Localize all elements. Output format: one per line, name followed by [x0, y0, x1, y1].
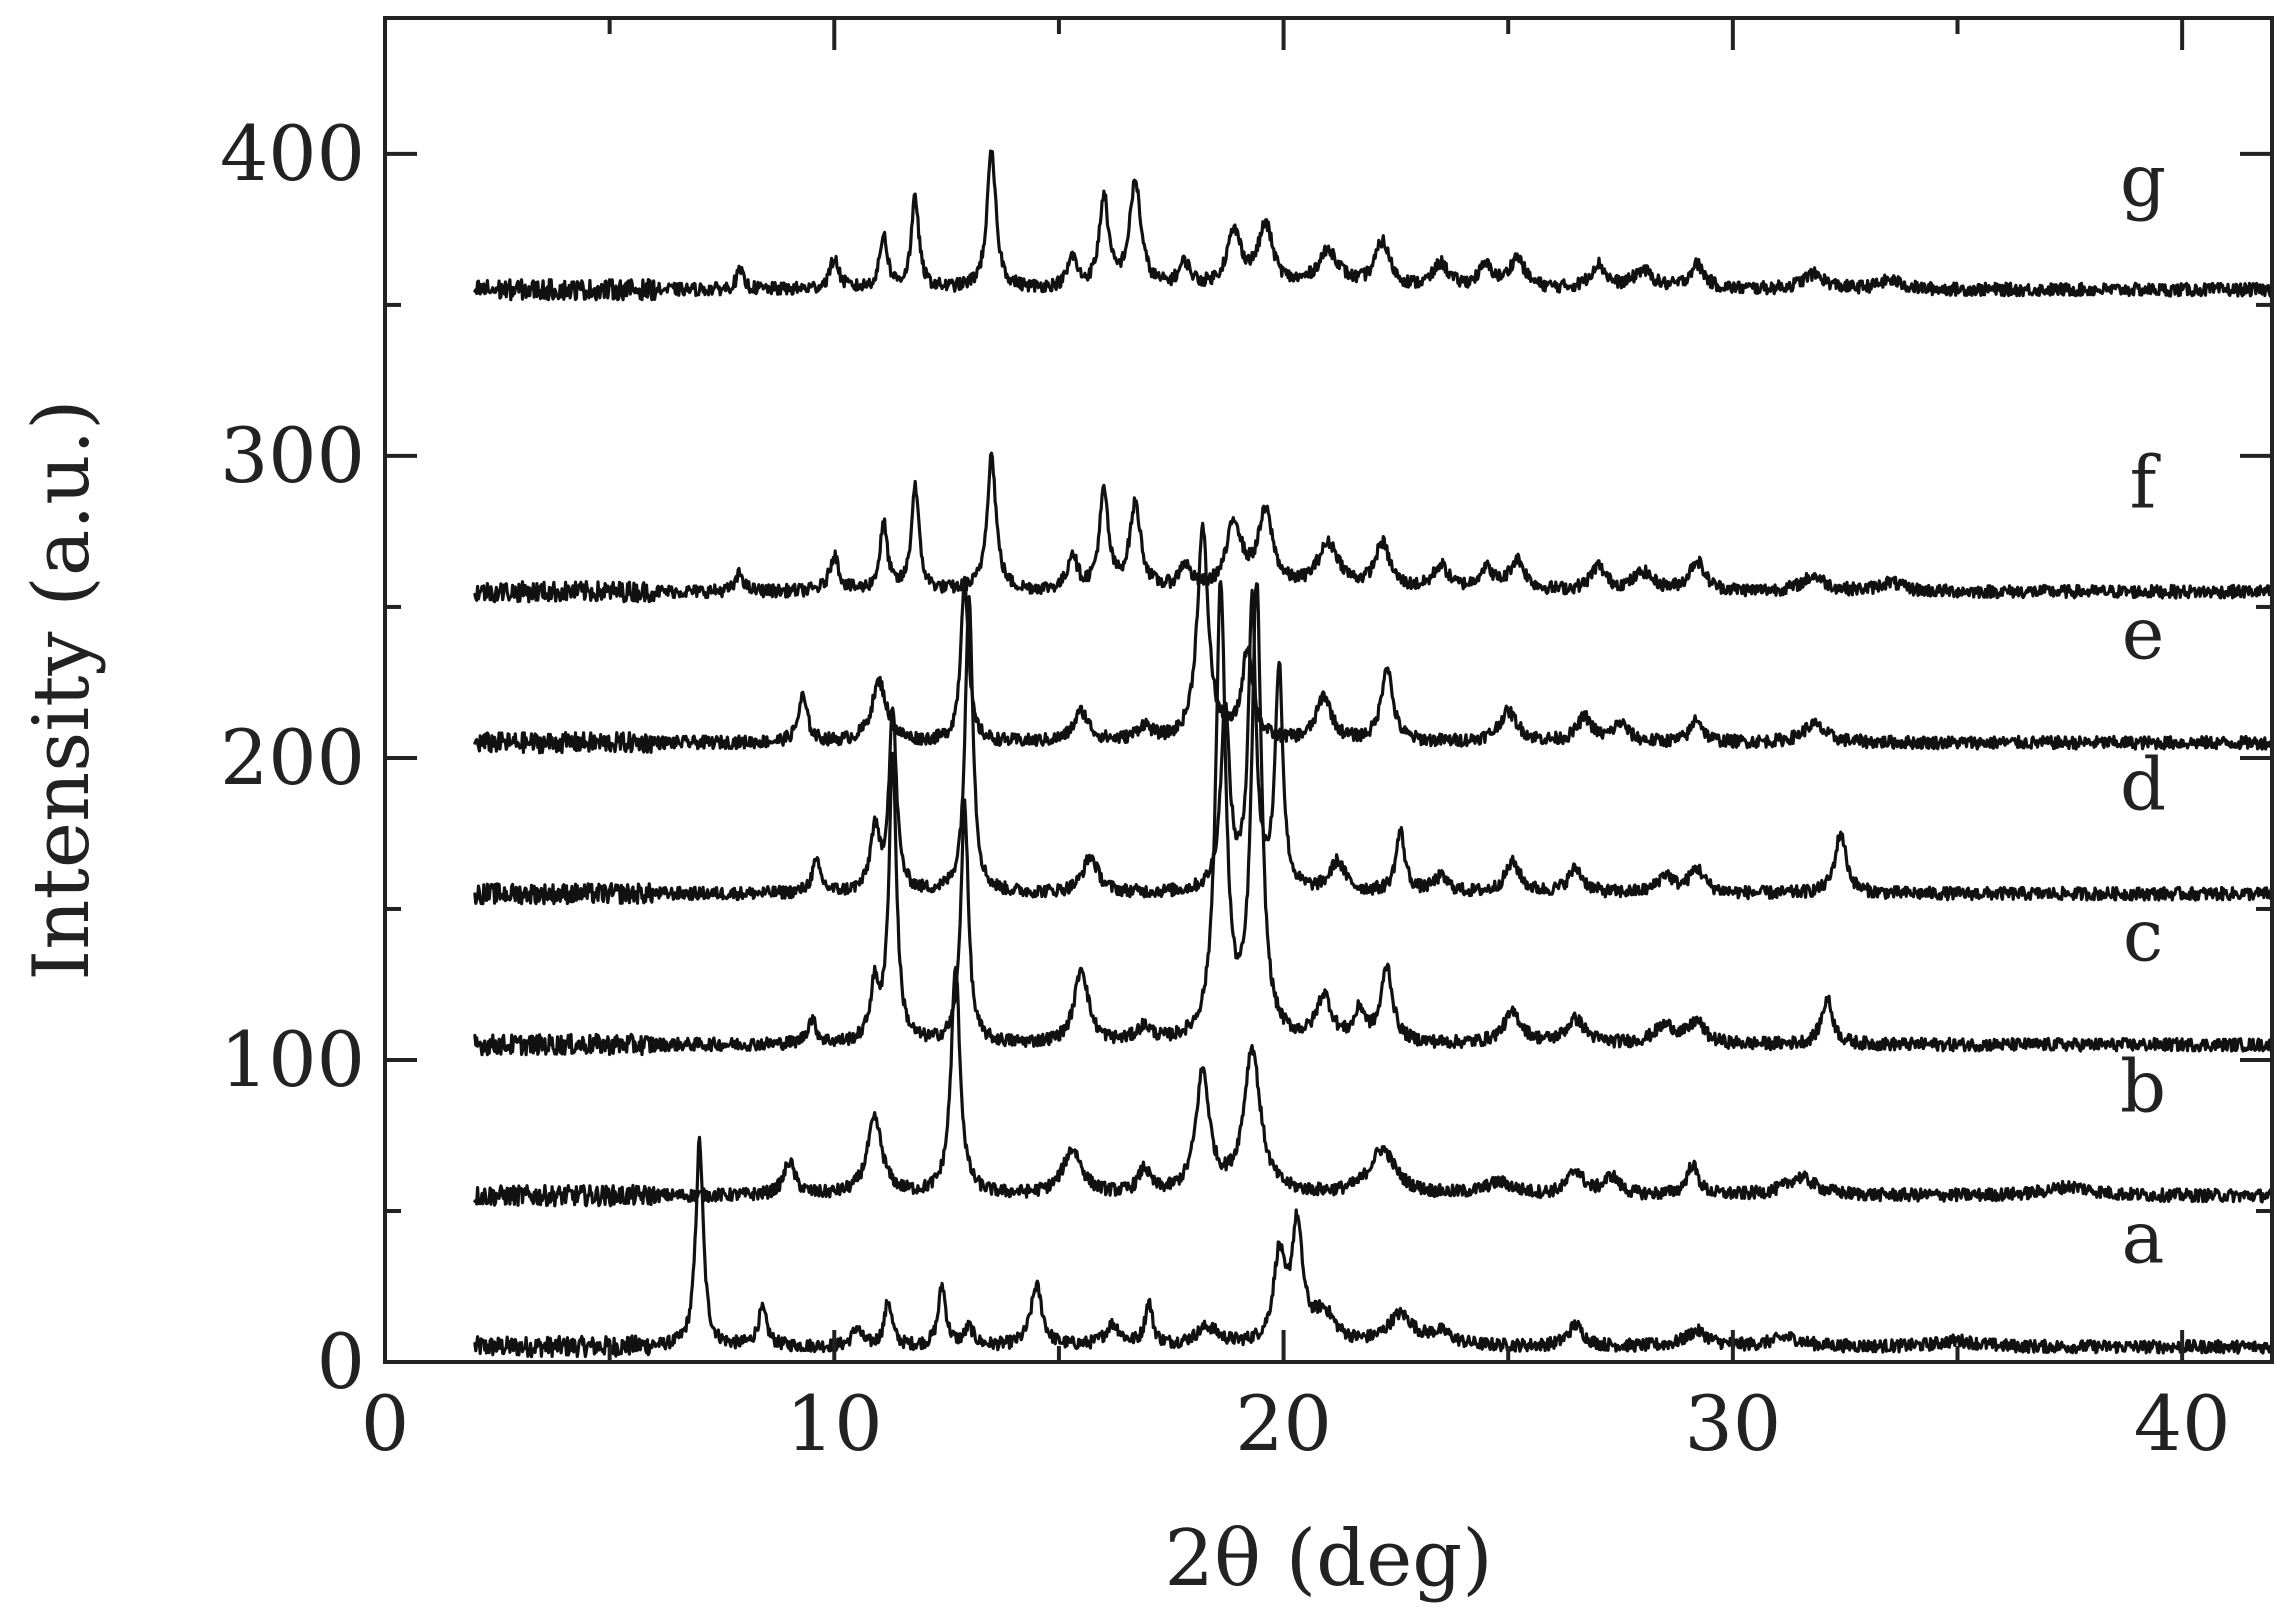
- series-label-a: a: [2122, 1195, 2165, 1279]
- x-axis-label: 2θ (deg): [1164, 1514, 1492, 1604]
- plot-frame: [383, 16, 2274, 1364]
- series-label-e: e: [2122, 591, 2165, 675]
- y-tick-label: 0: [317, 1317, 365, 1406]
- x-tick-label: 20: [1235, 1379, 1332, 1468]
- y-tick-label: 100: [220, 1015, 365, 1104]
- series-label-c: c: [2123, 893, 2163, 977]
- x-tick-label: 0: [361, 1379, 409, 1468]
- series-traces: [473, 149, 2274, 1359]
- y-axis-label: Intensity (a.u.): [17, 399, 107, 980]
- x-tick-label: 30: [1684, 1379, 1781, 1468]
- series-trace-b: [473, 965, 2274, 1208]
- series-trace-f: [473, 451, 2274, 604]
- series-trace-g: [473, 149, 2274, 302]
- series-label-g: g: [2120, 138, 2166, 222]
- series-trace-d: [473, 588, 2274, 906]
- series-trace-c: [473, 579, 2274, 1057]
- y-tick-label: 200: [220, 713, 365, 802]
- series-label-f: f: [2130, 440, 2161, 524]
- series-label-d: d: [2120, 742, 2166, 826]
- series-trace-e: [473, 521, 2274, 755]
- x-tick-label: 40: [2134, 1379, 2231, 1468]
- y-tick-label: 300: [220, 411, 365, 500]
- x-tick-label: 10: [786, 1379, 883, 1468]
- series-label-b: b: [2120, 1044, 2166, 1128]
- series-trace-a: [473, 1135, 2274, 1359]
- y-tick-label: 400: [220, 109, 365, 198]
